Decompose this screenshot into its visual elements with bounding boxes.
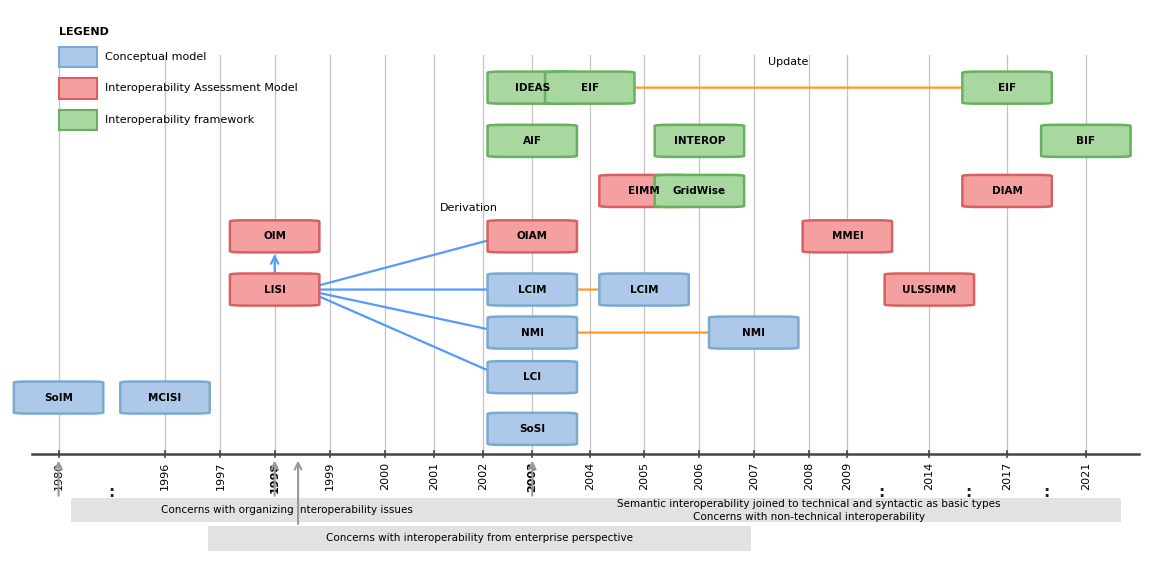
- FancyBboxPatch shape: [487, 317, 577, 349]
- FancyBboxPatch shape: [487, 125, 577, 157]
- FancyBboxPatch shape: [963, 72, 1052, 104]
- FancyBboxPatch shape: [487, 72, 577, 104]
- Text: Conceptual model: Conceptual model: [105, 52, 207, 62]
- Text: 1998: 1998: [269, 462, 280, 493]
- Text: 2000: 2000: [381, 462, 390, 490]
- Bar: [59, 78, 97, 99]
- Text: Concerns with interoperability from enterprise perspective: Concerns with interoperability from ente…: [326, 533, 632, 543]
- FancyBboxPatch shape: [1041, 125, 1130, 157]
- Text: 2005: 2005: [639, 462, 649, 490]
- FancyBboxPatch shape: [498, 498, 1121, 522]
- FancyBboxPatch shape: [230, 220, 320, 252]
- Text: 2002: 2002: [478, 462, 488, 490]
- Text: 2003: 2003: [527, 462, 537, 492]
- FancyBboxPatch shape: [545, 72, 635, 104]
- FancyBboxPatch shape: [14, 381, 103, 413]
- Bar: [59, 110, 97, 130]
- Text: LISI: LISI: [263, 285, 286, 294]
- Text: MCISI: MCISI: [149, 392, 182, 402]
- Text: SoIM: SoIM: [44, 392, 73, 402]
- Text: 1980: 1980: [54, 462, 63, 490]
- FancyBboxPatch shape: [708, 317, 799, 349]
- FancyBboxPatch shape: [600, 175, 689, 207]
- Text: :: :: [878, 485, 884, 500]
- Text: Semantic interoperability joined to technical and syntactic as basic types
Conce: Semantic interoperability joined to tech…: [617, 498, 1001, 522]
- Text: LCIM: LCIM: [630, 285, 658, 294]
- FancyBboxPatch shape: [71, 498, 504, 522]
- Text: OIAM: OIAM: [516, 231, 548, 241]
- Text: EIMM: EIMM: [628, 186, 660, 196]
- Text: 1996: 1996: [160, 462, 170, 490]
- FancyBboxPatch shape: [963, 175, 1052, 207]
- Text: 1997: 1997: [215, 462, 225, 490]
- Text: 2021: 2021: [1081, 462, 1091, 490]
- FancyBboxPatch shape: [230, 273, 320, 305]
- FancyBboxPatch shape: [207, 526, 751, 550]
- Text: NMI: NMI: [521, 328, 543, 338]
- FancyBboxPatch shape: [487, 273, 577, 305]
- FancyBboxPatch shape: [802, 220, 892, 252]
- Text: 2008: 2008: [804, 462, 814, 490]
- Text: INTEROP: INTEROP: [673, 136, 725, 146]
- FancyBboxPatch shape: [487, 361, 577, 393]
- FancyBboxPatch shape: [655, 125, 744, 157]
- Text: 2009: 2009: [842, 462, 852, 490]
- Text: MMEI: MMEI: [831, 231, 863, 241]
- Text: GridWise: GridWise: [673, 186, 726, 196]
- Text: 2001: 2001: [430, 462, 439, 490]
- Text: NMI: NMI: [742, 328, 765, 338]
- Text: Concerns with organizing interoperability issues: Concerns with organizing interoperabilit…: [162, 505, 413, 515]
- Text: SoSI: SoSI: [519, 424, 546, 434]
- Text: 2017: 2017: [1002, 462, 1012, 490]
- FancyBboxPatch shape: [884, 273, 974, 305]
- Text: 2007: 2007: [748, 462, 759, 490]
- FancyBboxPatch shape: [121, 381, 210, 413]
- Text: LEGEND: LEGEND: [59, 27, 109, 37]
- Text: EIF: EIF: [581, 83, 598, 93]
- FancyBboxPatch shape: [600, 273, 689, 305]
- Text: EIF: EIF: [998, 83, 1016, 93]
- Text: ULSSIMM: ULSSIMM: [902, 285, 957, 294]
- Text: Update: Update: [767, 57, 808, 67]
- Text: DIAM: DIAM: [992, 186, 1022, 196]
- FancyBboxPatch shape: [487, 220, 577, 252]
- FancyBboxPatch shape: [487, 413, 577, 445]
- Text: Interoperability Assessment Model: Interoperability Assessment Model: [105, 83, 299, 93]
- Text: 2014: 2014: [924, 462, 934, 490]
- Bar: [59, 47, 97, 67]
- Text: BIF: BIF: [1076, 136, 1095, 146]
- Text: AIF: AIF: [522, 136, 542, 146]
- Text: LCIM: LCIM: [518, 285, 547, 294]
- Text: Interoperability framework: Interoperability framework: [105, 115, 254, 125]
- FancyBboxPatch shape: [655, 175, 744, 207]
- Text: OIM: OIM: [263, 231, 286, 241]
- Text: :: :: [1043, 485, 1049, 500]
- Text: 2004: 2004: [584, 462, 595, 490]
- Text: 2006: 2006: [694, 462, 705, 490]
- Text: IDEAS: IDEAS: [515, 83, 550, 93]
- Text: :: :: [966, 485, 972, 500]
- Text: :: :: [109, 485, 115, 500]
- Text: Derivation: Derivation: [439, 203, 498, 213]
- Text: 1999: 1999: [326, 462, 335, 490]
- Text: LCI: LCI: [523, 372, 541, 382]
